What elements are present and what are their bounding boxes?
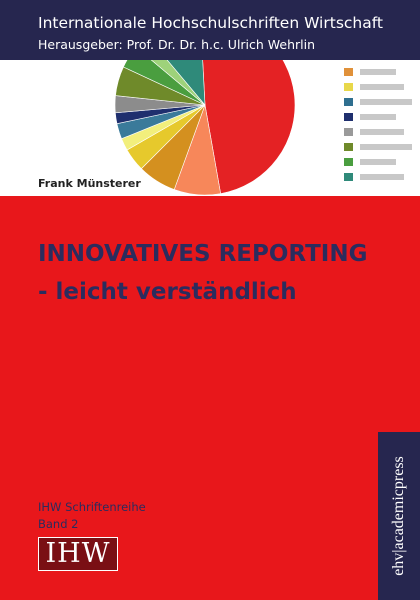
header-band: Internationale Hochschulschriften Wirtsc… xyxy=(0,0,420,60)
decoration xyxy=(360,144,412,150)
image-area xyxy=(0,14,420,196)
publisher-band: ehv|academicpress xyxy=(378,432,420,600)
decoration xyxy=(360,84,404,90)
series-volume: Band 2 xyxy=(38,517,79,531)
ihw-logo: IHW xyxy=(38,537,118,571)
publisher: ehv|academicpress xyxy=(390,456,407,576)
decoration xyxy=(344,143,353,151)
series-name: IHW Schriftenreihe xyxy=(38,500,146,514)
decoration xyxy=(344,113,353,121)
decoration xyxy=(360,114,396,120)
decoration xyxy=(344,83,353,91)
decoration xyxy=(360,159,396,165)
decoration xyxy=(360,99,412,105)
subtitle-line: - leicht verständlich xyxy=(38,279,297,305)
author: Frank Münsterer xyxy=(38,177,141,190)
decoration xyxy=(360,174,404,180)
decoration xyxy=(344,158,353,166)
decoration xyxy=(344,98,353,106)
series-title: Internationale Hochschulschriften Wirtsc… xyxy=(38,14,383,32)
decoration xyxy=(360,69,396,75)
decoration xyxy=(344,173,353,181)
decoration xyxy=(344,68,353,76)
decoration xyxy=(344,128,353,136)
decoration xyxy=(360,129,404,135)
editor: Herausgeber: Prof. Dr. Dr. h.c. Ulrich W… xyxy=(38,37,316,52)
title-line: INNOVATIVES REPORTING xyxy=(38,241,368,267)
pie-illustration xyxy=(114,14,412,196)
